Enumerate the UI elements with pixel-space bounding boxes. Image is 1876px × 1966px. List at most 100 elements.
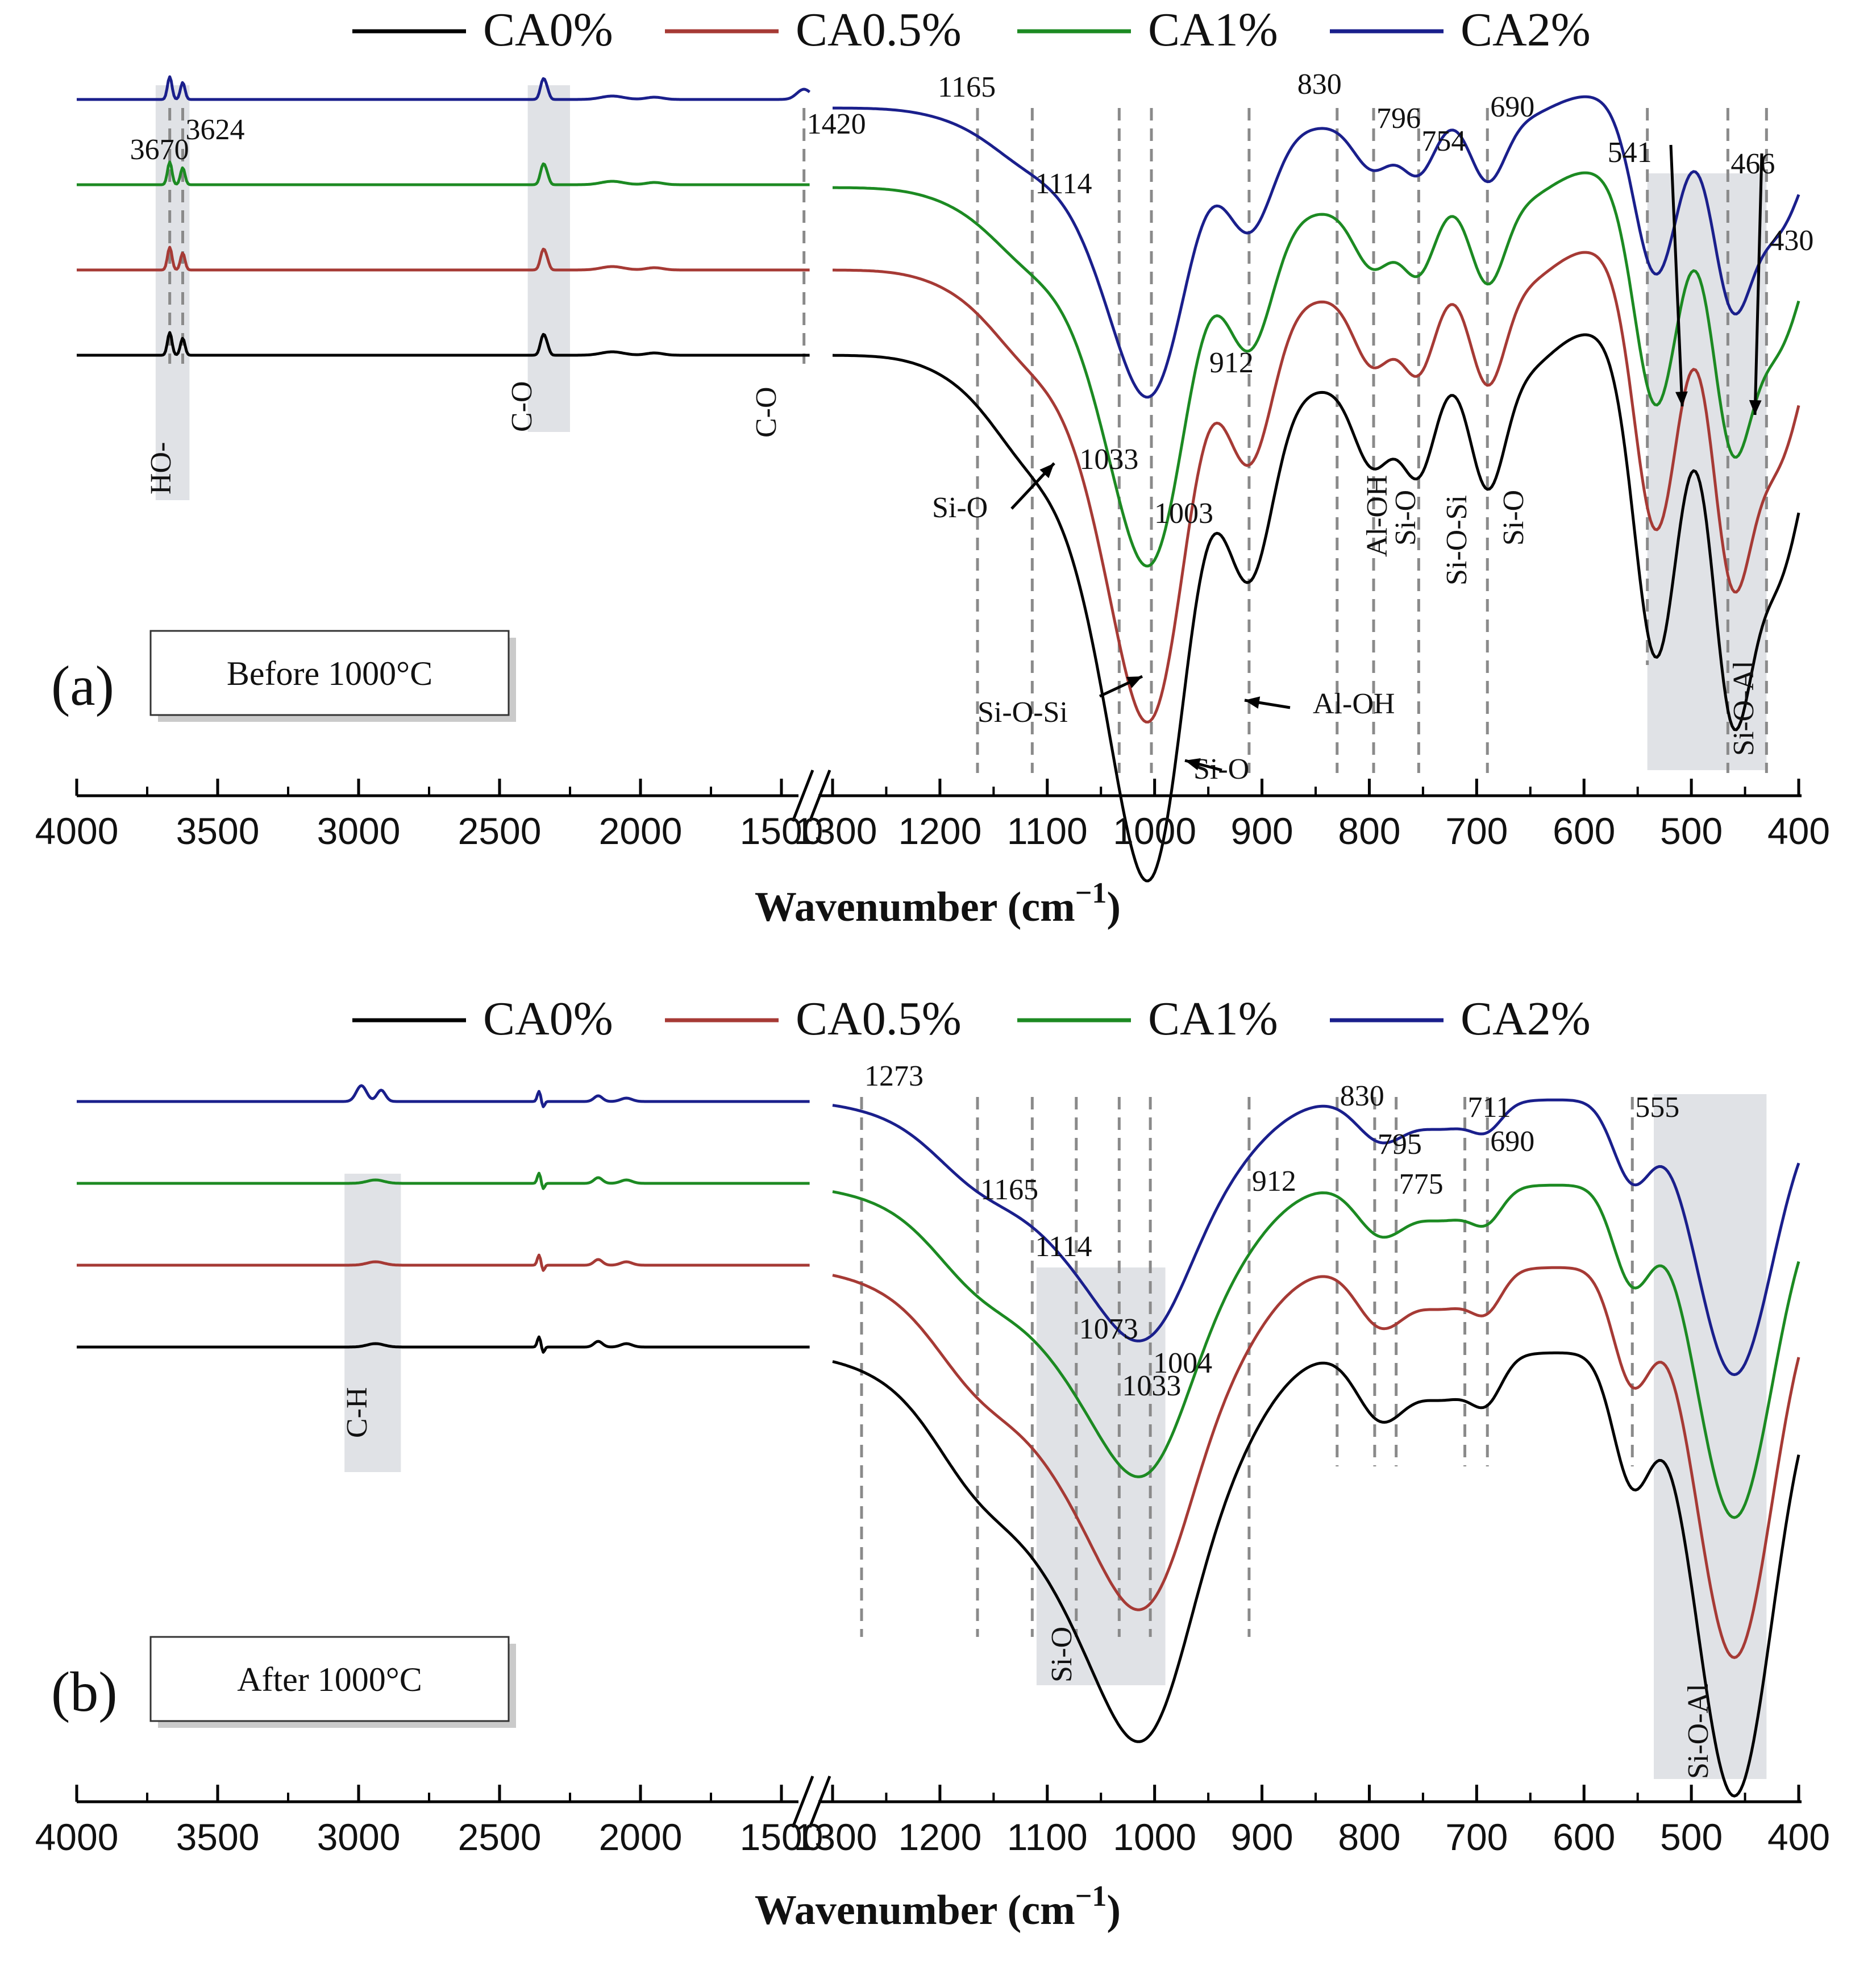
assignment-label: Si-O-Si — [1441, 495, 1473, 585]
x-tick-label: 4000 — [35, 810, 119, 852]
axis-break-mark — [808, 1776, 831, 1828]
legend-label: CA2% — [1461, 3, 1591, 56]
x-axis-title: Wavenumber (cm−1) — [755, 877, 1121, 930]
x-tick-label: 3500 — [176, 1816, 260, 1858]
assignment-label: Si-O — [1046, 1627, 1078, 1682]
legend-label: CA1% — [1148, 3, 1278, 56]
peak-label: 690 — [1490, 91, 1534, 123]
x-tick-label: 2500 — [458, 1816, 542, 1858]
x-tick-label: 2000 — [599, 1816, 683, 1858]
peak-label: 690 — [1490, 1125, 1534, 1158]
annotation-arrow — [1753, 153, 1763, 415]
x-tick-label: 1000 — [1113, 1816, 1196, 1858]
arrow-head — [1039, 463, 1054, 479]
panel-b: CA0% CA0.5% CA1% CA2% 1273 1165 1114 1073 1033 10… — [35, 992, 1830, 1934]
arrow-head — [1675, 391, 1688, 406]
x-tick-label: 1300 — [794, 810, 877, 852]
assignment-label: Si-O — [932, 492, 988, 524]
peak-label: 711 — [1468, 1091, 1511, 1124]
series-line-CA1pct — [77, 160, 1800, 568]
series-line-CA0_5pct — [77, 246, 1800, 724]
x-tick-label: 1200 — [898, 810, 981, 852]
axis-title-close: ) — [1107, 884, 1121, 930]
assignment-label: C-O — [506, 381, 538, 432]
title-box — [149, 1636, 510, 1722]
peak-label: 912 — [1252, 1165, 1296, 1198]
axis-break-mark — [808, 770, 831, 822]
series-line-CA0pct — [77, 1335, 1800, 1798]
axis-title-main: Wavenumber (cm — [755, 1887, 1075, 1934]
x-tick-label: 4000 — [35, 1816, 119, 1858]
assignment-label: Si-O-Si — [977, 696, 1068, 729]
legend-label: CA1% — [1148, 992, 1278, 1045]
x-tick-label: 1000 — [1113, 810, 1196, 852]
x-tick-label: 1300 — [794, 1816, 877, 1858]
peak-label: 430 — [1769, 225, 1813, 257]
axis-break-mark — [791, 1776, 814, 1828]
axis-break-mark — [791, 770, 814, 822]
peak-label: 3624 — [185, 114, 244, 146]
legend-label: CA0.5% — [796, 992, 962, 1045]
x-tick-label: 3500 — [176, 810, 260, 852]
shaded-band — [1647, 173, 1767, 770]
x-tick-label: 3000 — [317, 1816, 401, 1858]
x-tick-label: 500 — [1660, 810, 1723, 852]
peak-label: 754 — [1421, 125, 1466, 157]
arrow-head — [1185, 758, 1201, 771]
x-tick-label: 400 — [1767, 810, 1830, 852]
panel-title: After 1000°C — [237, 1661, 422, 1698]
x-tick-label: 700 — [1445, 810, 1508, 852]
arrow-head — [1126, 676, 1142, 688]
assignment-label: Al-OH — [1313, 688, 1395, 720]
peak-label: 1033 — [1122, 1370, 1181, 1402]
x-tick-label: 1200 — [898, 1816, 981, 1858]
legend-label: CA2% — [1461, 992, 1591, 1045]
peak-label: 1273 — [864, 1060, 924, 1092]
panel-label: (b) — [51, 1660, 118, 1723]
peak-label: 1114 — [1035, 1231, 1092, 1263]
series-line-CA2pct — [77, 1084, 1800, 1377]
x-tick-label: 600 — [1553, 810, 1615, 852]
assignment-label: HO- — [145, 442, 177, 494]
x-tick-label: 3000 — [317, 810, 401, 852]
shaded-band — [1654, 1094, 1767, 1779]
axis-title-main: Wavenumber (cm — [755, 884, 1075, 930]
x-tick-label: 800 — [1338, 810, 1400, 852]
legend-label: CA0% — [483, 992, 613, 1045]
peak-label: 3670 — [130, 134, 189, 166]
x-tick-label: 800 — [1338, 1816, 1400, 1858]
x-axis-title: Wavenumber (cm−1) — [755, 1880, 1121, 1934]
legend: CA0% CA0.5% CA1% CA2% — [352, 992, 1591, 1045]
x-tick-label: 600 — [1553, 1816, 1615, 1858]
x-tick-label: 900 — [1230, 1816, 1293, 1858]
peak-label: 830 — [1340, 1080, 1384, 1112]
x-tick-label: 700 — [1445, 1816, 1508, 1858]
peak-label: 1073 — [1079, 1313, 1138, 1345]
peak-label: 1114 — [1035, 168, 1092, 200]
peak-label: 1165 — [980, 1174, 1038, 1206]
assignment-label: Si-O — [1498, 490, 1530, 546]
assignment-label: Al-OH — [1361, 475, 1394, 557]
panel-label: (a) — [51, 654, 114, 717]
series-line-CA0_5pct — [77, 1253, 1800, 1659]
arrow-head — [1749, 400, 1762, 415]
peak-label: 796 — [1376, 102, 1421, 135]
x-tick-label: 500 — [1660, 1816, 1723, 1858]
axis-title-exponent: −1 — [1075, 1880, 1107, 1913]
peak-label: 1420 — [807, 108, 866, 140]
axis-title-exponent: −1 — [1075, 877, 1107, 909]
peak-label: 1033 — [1079, 443, 1138, 476]
x-tick-label: 1500 — [740, 1816, 823, 1858]
annotation-arrow — [1669, 144, 1684, 407]
x-tick-label: 1100 — [1007, 1816, 1088, 1858]
panel-title: Before 1000°C — [227, 655, 432, 692]
series-line-CA2pct — [77, 75, 1800, 399]
shaded-band — [344, 1174, 401, 1472]
peak-label: 912 — [1209, 347, 1254, 379]
assignment-label: Si-O-Al — [1682, 1684, 1715, 1779]
x-tick-label: 2500 — [458, 810, 542, 852]
legend-label: CA0% — [483, 3, 613, 56]
